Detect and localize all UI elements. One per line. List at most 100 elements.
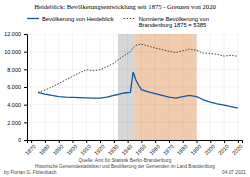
x-tick: 1890: [52, 140, 65, 156]
y-tick: 2.000: [7, 120, 27, 126]
tick-mark: [155, 140, 156, 143]
x-tick: 1870: [24, 140, 37, 156]
x-tick-label: 1990: [189, 143, 202, 156]
tick-mark: [238, 140, 239, 143]
y-tick: 4.000: [7, 102, 27, 108]
legend-swatch: [27, 18, 39, 19]
tick-mark: [24, 52, 27, 53]
y-tick-label: 10.000: [4, 49, 21, 55]
series-line: [38, 72, 238, 108]
grid: [27, 34, 242, 140]
y-axis: 0 2.000 4.000 6.000 8.000 10.000 12.000: [4, 31, 27, 143]
tick-mark: [197, 140, 198, 143]
x-tick: 1880: [38, 140, 51, 156]
y-tick-label: 4.000: [7, 102, 21, 108]
x-tick-label: 1890: [52, 143, 65, 156]
grid-line: [86, 34, 87, 140]
x-tick-label: 2000: [203, 143, 216, 156]
tick-mark: [128, 140, 129, 143]
grid-line: [27, 69, 242, 70]
grid-line: [168, 34, 169, 140]
x-tick-label: 1970: [162, 143, 175, 156]
y-tick: 6.000: [7, 84, 27, 90]
x-tick-label: 1960: [148, 143, 161, 156]
legend-item: Normierte Bevölkerung vonBrandenburg 187…: [124, 16, 209, 29]
y-tick-label: 2.000: [7, 120, 21, 126]
y-tick-label: 6.000: [7, 84, 21, 90]
x-tick: 2020: [231, 140, 244, 156]
tick-mark: [183, 140, 184, 143]
marks: [27, 34, 242, 140]
tick-mark: [24, 122, 27, 123]
grid-line: [27, 122, 242, 123]
tick-mark: [169, 140, 170, 143]
y-tick-label: 12.000: [4, 31, 21, 37]
grid-line: [72, 34, 73, 140]
x-tick: 1970: [162, 140, 175, 156]
x-tick-label: 1950: [134, 143, 147, 156]
grid-line: [27, 140, 242, 141]
footer: Quelle: Amt für Statistik Berlin-Branden…: [4, 158, 246, 175]
x-tick: 1920: [93, 140, 106, 156]
grid-line: [237, 34, 238, 140]
x-tick-label: 1930: [107, 143, 120, 156]
tick-mark: [24, 105, 27, 106]
annotation: Quelle: Amt für Statistik Berlin-Branden…: [79, 158, 172, 163]
chart: Heideblick: Bevölkerungsentwicklung seit…: [0, 0, 250, 177]
annotation: by Florian G. Flötenbach: [4, 170, 57, 175]
grid-line: [127, 34, 128, 140]
x-tick: 1910: [79, 140, 92, 156]
title: Heideblick: Bevölkerungsentwicklung seit…: [34, 3, 216, 10]
grid-line: [224, 34, 225, 140]
tick-mark: [141, 140, 142, 143]
grid-line: [141, 34, 142, 140]
grid-line: [27, 34, 242, 35]
x-tick-label: 1910: [79, 143, 92, 156]
tick-mark: [100, 140, 101, 143]
x-tick-label: 2020: [231, 143, 244, 156]
tick-mark: [86, 140, 87, 143]
tick-mark: [45, 140, 46, 143]
y-tick: 8.000: [7, 67, 27, 73]
grid-line: [58, 34, 59, 140]
axis-line: [28, 141, 243, 144]
grid-line: [31, 34, 32, 140]
tick-mark: [24, 87, 27, 88]
y-tick: 12.000: [4, 31, 27, 37]
grid-line: [44, 34, 45, 140]
tick-mark: [114, 140, 115, 143]
tick-mark: [24, 69, 27, 70]
tick-mark: [24, 34, 27, 35]
tick-mark: [31, 140, 32, 143]
y-tick: 10.000: [4, 49, 27, 55]
y-tick: 0: [18, 137, 27, 143]
annotation: 04.07.2021: [222, 170, 246, 175]
plot-area: 1870188018901900191019201930194019501960…: [4, 31, 244, 156]
x-tick-label: 1870: [24, 143, 37, 156]
grid-line: [196, 34, 197, 140]
x-tick: 1940: [121, 140, 134, 156]
x-tick-label: 1900: [65, 143, 78, 156]
y-tick-label: 8.000: [7, 67, 21, 73]
x-tick: 1990: [189, 140, 202, 156]
x-tick: 1950: [134, 140, 147, 156]
y-tick-label: 0: [18, 137, 21, 143]
x-tick: 1900: [65, 140, 78, 156]
x-tick-label: 1940: [121, 143, 134, 156]
tick-mark: [72, 140, 73, 143]
x-tick: 1930: [107, 140, 120, 156]
tick-mark: [59, 140, 60, 143]
grid-line: [155, 34, 156, 140]
grid-line: [182, 34, 183, 140]
x-tick: 2010: [217, 140, 230, 156]
x-axis: 1870188018901900191019201930194019501960…: [24, 140, 244, 156]
legend-item: Bevölkerung von Heideblick: [27, 16, 114, 22]
legend: Bevölkerung von Heideblick Normierte Bevö…: [27, 16, 209, 29]
annotation: Historische Gemeindestatistiken und Bevö…: [35, 164, 215, 169]
legend-label: Bevölkerung von Heideblick: [42, 16, 114, 22]
axis-line: [24, 35, 28, 141]
x-tick-label: 1920: [93, 143, 106, 156]
x-tick: 1980: [176, 140, 189, 156]
x-tick-label: 2010: [217, 143, 230, 156]
legend-label: Normierte Bevölkerung vonBrandenburg 187…: [139, 16, 209, 29]
